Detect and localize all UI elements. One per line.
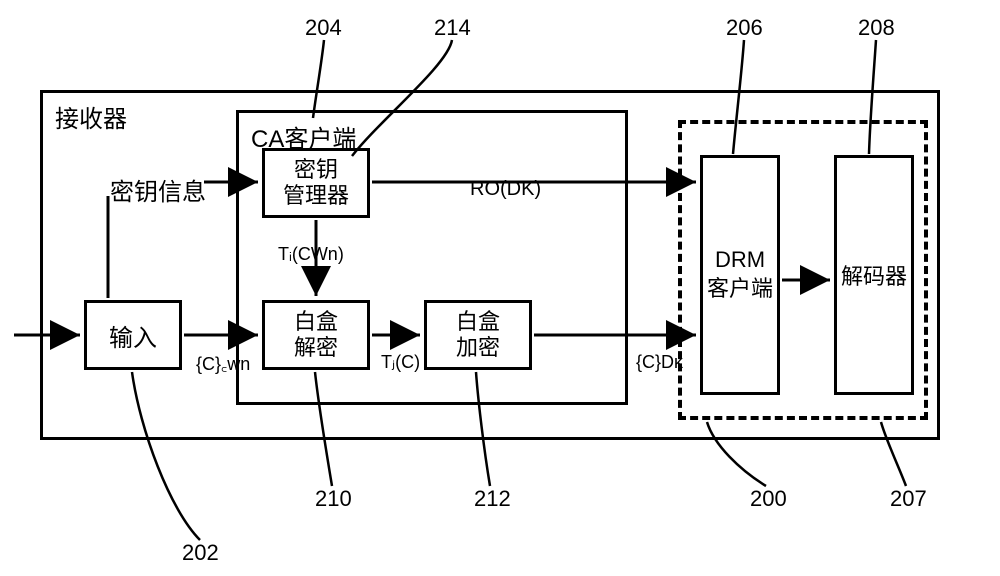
- input-box: 输入: [84, 300, 182, 370]
- callout-202: 202: [182, 540, 219, 566]
- c-cwn-text: {C}꜀wn: [196, 352, 250, 376]
- key-info-text: 密钥信息: [110, 172, 206, 207]
- key-manager-label: 密钥 管理器: [283, 157, 349, 210]
- c-dk-text: {C}Dᴋ: [636, 352, 683, 373]
- input-label: 输入: [109, 318, 157, 353]
- drm-client-label: DRM 客户端: [707, 246, 773, 303]
- callout-214: 214: [434, 15, 471, 41]
- diagram-root: 接收器 CA客户端 输入 密钥 管理器 白盒 解密 白盒 加密 DRM 客户端 …: [0, 0, 1000, 576]
- key-manager-box: 密钥 管理器: [262, 148, 370, 218]
- callout-210: 210: [315, 486, 352, 512]
- ro-dk-text: RO(DK): [468, 178, 543, 201]
- decoder-label: 解码器: [841, 259, 907, 291]
- callout-206: 206: [726, 15, 763, 41]
- callout-212: 212: [474, 486, 511, 512]
- wb-encrypt-box: 白盒 加密: [424, 300, 532, 370]
- callout-200: 200: [750, 486, 787, 512]
- callout-204: 204: [305, 15, 342, 41]
- ti-cwn-text: Tᵢ(CWn): [278, 244, 344, 265]
- drm-client-box: DRM 客户端: [700, 155, 780, 395]
- wb-decrypt-box: 白盒 解密: [262, 300, 370, 370]
- receiver-label: 接收器: [55, 99, 127, 134]
- wb-decrypt-label: 白盒 解密: [294, 309, 338, 362]
- callout-208: 208: [858, 15, 895, 41]
- wb-encrypt-label: 白盒 加密: [456, 309, 500, 362]
- decoder-box: 解码器: [834, 155, 914, 395]
- tj-c-text: Tⱼ(C): [381, 352, 420, 373]
- callout-207: 207: [890, 486, 927, 512]
